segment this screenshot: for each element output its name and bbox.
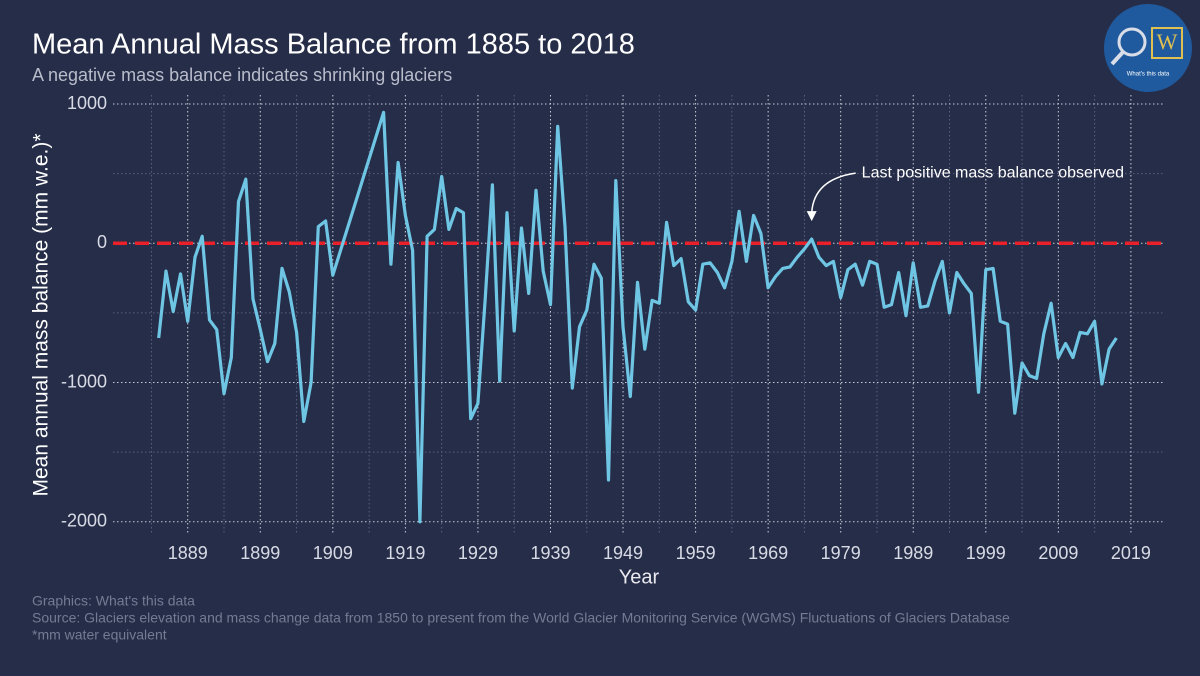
- footer-text: Graphics: What's this data: [32, 593, 195, 609]
- y-tick-label: 1000: [67, 93, 107, 113]
- x-tick-label: 1989: [893, 543, 933, 563]
- logo-handle: [1110, 50, 1125, 66]
- y-axis-label: Mean annual mass balance (mm w.e.)*: [30, 134, 53, 497]
- x-tick-label: 1939: [530, 543, 570, 563]
- logo: W What's this data: [1104, 4, 1192, 92]
- x-tick-label: 1929: [458, 543, 498, 563]
- x-tick-label: 1909: [313, 543, 353, 563]
- x-tick-label: 1899: [240, 543, 280, 563]
- footer-text: Source: Glaciers elevation and mass chan…: [32, 610, 1010, 626]
- y-tick-label: 0: [97, 232, 107, 252]
- x-tick-label: 1919: [385, 543, 425, 563]
- footer-text: *mm water equivalent: [32, 627, 167, 643]
- x-tick-label: 2019: [1111, 543, 1151, 563]
- data-line: [157, 110, 1118, 524]
- logo-text: What's this data: [1127, 72, 1170, 78]
- x-tick-label: 1959: [676, 543, 716, 563]
- logo-lens: [1117, 27, 1147, 57]
- logo-box: [1151, 27, 1183, 59]
- x-axis-label: Year: [619, 566, 660, 588]
- logo-letter: W: [1157, 29, 1178, 54]
- logo-circle: [1104, 4, 1192, 92]
- annotation-arrowhead: [806, 211, 817, 222]
- chart-title: Mean Annual Mass Balance from 1885 to 20…: [32, 29, 635, 61]
- annotation-arrow: [810, 172, 856, 214]
- x-tick-label: 1949: [603, 543, 643, 563]
- x-tick-label: 1969: [748, 543, 788, 563]
- x-tick-label: 1979: [821, 543, 861, 563]
- x-tick-label: 2009: [1038, 543, 1078, 563]
- x-tick-label: 1999: [966, 543, 1006, 563]
- annotation: Last positive mass balance observed: [862, 164, 1124, 181]
- chart-subtitle: A negative mass balance indicates shrink…: [32, 65, 452, 85]
- y-tick-label: -1000: [61, 371, 107, 391]
- x-tick-label: 1889: [168, 543, 208, 563]
- y-tick-label: -2000: [61, 511, 107, 531]
